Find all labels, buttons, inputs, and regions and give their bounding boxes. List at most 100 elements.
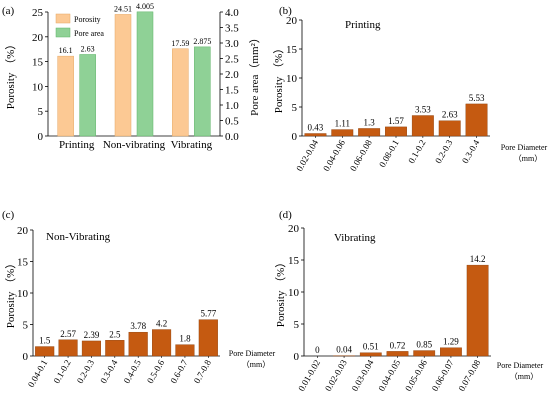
data-label: 14.2 (470, 254, 486, 264)
bar-porosity (114, 14, 132, 137)
data-label: 5.53 (469, 93, 485, 103)
bar (413, 350, 436, 357)
panel-label: (a) (2, 5, 15, 17)
y-tick-label: 10 (286, 73, 298, 85)
legend-label: Pore area (74, 29, 104, 38)
y-tick-label: 20 (286, 15, 298, 27)
x-tick-label: 0.5-0.6 (145, 358, 167, 386)
panel-c: (c) 0 5 10 15 20 Non-Vibrating 1.5 0.04-0.1 2.57 0… (2, 209, 276, 389)
bar-porosity (172, 48, 189, 137)
y-tick-label: 20 (32, 32, 44, 44)
bar (386, 351, 409, 357)
bar-pore-area (136, 11, 154, 137)
x-axis-title: Pore Diameter (229, 349, 276, 358)
y-tick-label: 5 (294, 319, 300, 331)
x-tick-label: 0.04-0.05 (376, 358, 402, 393)
x-tick-label: 0.02-0.04 (294, 138, 320, 173)
data-label: 2.57 (60, 329, 76, 339)
y-tick-label: 15 (288, 255, 300, 267)
y-tick-label: 0 (38, 131, 44, 143)
x-tick-label: 0.01-0.02 (296, 358, 322, 393)
y2-tick-label: 1.0 (225, 100, 239, 112)
y-tick-label: 15 (32, 57, 44, 69)
y-tick-label: 10 (288, 287, 300, 299)
bar (175, 344, 195, 357)
x-axis-unit: （mm） (242, 360, 270, 369)
y2-tick-label: 2.5 (225, 54, 239, 66)
y2-tick-label: 0.5 (225, 116, 239, 128)
panel-label: (c) (2, 209, 15, 221)
y-tick-label: 10 (32, 81, 44, 93)
x-tick-label: 0.2-0.3 (433, 138, 455, 166)
data-label: 1.5 (39, 336, 51, 346)
panel-title: Printing (345, 19, 381, 31)
y2-tick-label: 1.5 (225, 85, 239, 97)
bar (466, 264, 489, 357)
data-label: 3.53 (415, 105, 431, 115)
data-label: 1.11 (335, 119, 350, 129)
x-tick-label: Non-vibrating (103, 139, 166, 151)
x-axis-unit: （mm） (514, 154, 542, 163)
bar (198, 319, 218, 357)
x-tick-label: 0.02-0.03 (323, 358, 349, 393)
data-label: 1.29 (443, 337, 459, 347)
data-label: 2.875 (193, 37, 211, 46)
x-tick-label: 0.04-0.1 (26, 358, 50, 389)
data-label: 2.39 (84, 330, 100, 340)
y-tick-label: 0 (292, 131, 298, 143)
x-tick-label: Vibrating (171, 139, 213, 151)
bar-pore-area (194, 46, 211, 137)
x-tick-label: 0.08-0.1 (377, 138, 401, 169)
data-label: 3.78 (130, 321, 146, 331)
bar (359, 352, 382, 357)
x-tick-label: 0.03-0.04 (350, 358, 376, 393)
bar (438, 120, 461, 137)
panel-title: Vibrating (334, 232, 376, 244)
y2-tick-label: 2.0 (225, 69, 239, 81)
data-label: 1.8 (179, 334, 191, 344)
x-tick-label: 0.06-0.08 (348, 138, 374, 173)
panel-a: (a) 0 5 10 15 20 25 0.0 0.5 1.0 1.5 2.0 2.5 3.0 3.5 4.0… (2, 2, 239, 151)
data-label: 5.77 (200, 309, 216, 319)
y-tick-label: 5 (23, 320, 29, 332)
y-axis-title: Porosity （%） (4, 258, 17, 329)
data-label: 0.43 (308, 123, 324, 133)
x-tick-label: 0.05-0.06 (403, 358, 429, 393)
x-tick-label: 0.07-0.08 (456, 358, 482, 393)
y-tick-label: 5 (38, 106, 44, 118)
y-axis-title: Porosity （%） (272, 43, 285, 114)
bar (58, 339, 78, 357)
y-axis-title: Porosity （%） (4, 39, 17, 110)
panel-label: (d) (279, 209, 292, 221)
data-label: 1.3 (364, 117, 376, 127)
y2-tick-label: 4.0 (225, 7, 239, 19)
bar (35, 346, 55, 357)
x-tick-label: 0.1-0.2 (406, 138, 427, 165)
data-label: 16.1 (59, 46, 73, 55)
bar (358, 128, 381, 137)
panel-label: (b) (279, 5, 292, 17)
y-tick-label: 20 (17, 225, 29, 237)
y-tick-label: 20 (288, 223, 300, 235)
x-tick-label: 0.2-0.3 (75, 358, 97, 386)
bar (465, 103, 488, 137)
x-tick-label: 0.7-0.8 (192, 358, 214, 386)
bar (385, 126, 407, 137)
x-axis-title: Pore Diameter (497, 361, 544, 370)
x-tick-label: 0.6-0.7 (168, 358, 190, 386)
bar (152, 329, 172, 357)
x-axis-unit: （mm） (510, 372, 538, 381)
x-tick-label: 0.04-0.06 (321, 138, 347, 173)
data-label: 0.72 (390, 340, 406, 350)
panel-b: (b) 0 5 10 15 20 Printing 0.43 0.02-0.04 1.11 0.04… (279, 5, 548, 173)
y-tick-label: 25 (32, 7, 44, 19)
y-tick-label: 10 (17, 288, 29, 300)
x-tick-label: 0.3-0.4 (98, 358, 120, 386)
bar-pore-area (79, 54, 96, 137)
bar (128, 331, 148, 357)
bar (440, 347, 462, 357)
y-axis-title: Porosity （%） (274, 257, 287, 328)
x-axis-title: Pore Diameter (501, 143, 548, 152)
data-label: 1.57 (388, 116, 404, 126)
